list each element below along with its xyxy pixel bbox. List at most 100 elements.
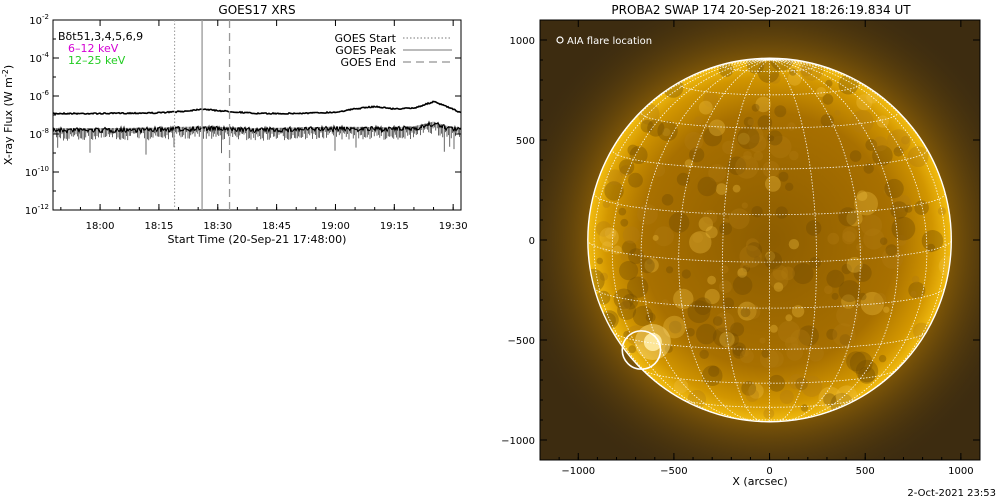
xrs-y-axis-label: X-ray Flux (W m-2) (1, 65, 15, 165)
sun-texture-blob (910, 290, 917, 297)
sun-texture-blob (757, 61, 780, 83)
swap-x-tick-label: −1000 (561, 466, 595, 477)
sun-texture-blob (839, 334, 851, 346)
sun-texture-blob (789, 150, 799, 161)
grid-line (678, 81, 861, 96)
sun-texture-blob (769, 72, 781, 84)
sun-texture-blob (778, 171, 789, 182)
sun-texture-blob (627, 276, 649, 298)
sun-texture-blob (741, 381, 757, 396)
sun-texture-blob (787, 122, 796, 131)
sun-texture-blob (703, 91, 719, 108)
sun-texture-blob (743, 151, 752, 160)
sun-texture-blob (806, 220, 822, 236)
legend-label-end: GOES End (340, 56, 396, 69)
sun-texture-blob (800, 64, 813, 77)
sun-texture-blob (722, 297, 735, 310)
xrs-x-tick-label: 18:15 (145, 221, 174, 232)
sun-texture-blob (628, 172, 643, 188)
sun-texture-blob (826, 269, 845, 288)
sun-texture-blob (737, 301, 757, 321)
sun-texture-blob (637, 203, 658, 225)
sun-texture-blob (627, 144, 639, 156)
sun-texture-blob (769, 324, 778, 333)
xrs-channel-labels: Bδt51,3,4,5,6,9 6–12 keV 12–25 keV (58, 30, 143, 67)
sun-texture-blob (921, 230, 944, 252)
swap-x-tick-label: 1000 (948, 466, 973, 477)
sun-texture-blob (628, 248, 644, 265)
sun-texture-blob (842, 226, 858, 243)
xrs-y-tick-label: 10-6 (29, 89, 49, 103)
sun-texture-blob (622, 226, 640, 244)
sun-texture-blob (689, 231, 712, 254)
sun-texture-blob (860, 214, 883, 237)
sun-texture-blob (653, 226, 674, 247)
sun-texture-blob (831, 292, 839, 300)
sun-texture-blob (785, 182, 794, 191)
sun-texture-blob (722, 140, 736, 155)
grid-line (587, 239, 952, 263)
sun-texture-blob (686, 327, 695, 337)
sun-texture-blob (741, 202, 748, 209)
sun-texture-blob (838, 207, 858, 227)
sun-texture-blob (618, 159, 635, 175)
sun-texture-blob (872, 145, 893, 166)
sun-texture-blob (855, 359, 879, 383)
sun-texture-blob (737, 268, 748, 278)
swap-x-tick-labels: −1000 −500 0 500 1000 (561, 466, 973, 477)
sun-texture-blob (740, 307, 751, 318)
sun-texture-blob (652, 164, 666, 177)
sun-active-regions (587, 58, 952, 419)
sun-texture-blob (800, 375, 823, 397)
xrs-chart: GOES17 XRS 10-2 10-4 10-6 10-8 10-10 10-12 18… (1, 3, 468, 246)
sun-texture-blob (701, 365, 723, 387)
sun-texture-blob (743, 116, 754, 127)
grid-line (593, 287, 946, 309)
sun-texture-blob (715, 183, 728, 195)
sun-texture-blob (661, 299, 669, 307)
sun-texture-blob (702, 209, 718, 225)
aia-flare-location-marker (621, 330, 662, 370)
sun-texture-blob (820, 114, 834, 128)
sun-texture-blob (619, 299, 631, 311)
sun-texture-blob (622, 293, 639, 310)
sun-texture-blob (644, 258, 659, 273)
sun-texture-blob (790, 329, 811, 350)
sun-texture-blob (599, 272, 609, 281)
sun-texture-blob (687, 300, 711, 324)
grid-line (769, 59, 928, 418)
sun-texture-blob (865, 139, 878, 151)
sun-texture-blob (681, 269, 691, 279)
xrs-y-tick-label: 10-4 (29, 51, 49, 65)
sun-texture-blob (739, 245, 762, 268)
sun-texture-blob (792, 262, 814, 285)
sun-texture-blob (842, 231, 856, 245)
sun-texture-blob (827, 232, 840, 245)
sun-texture-blob (696, 323, 717, 345)
xrs-x-tick-label: 19:15 (380, 221, 409, 232)
sun-texture-blob (863, 163, 874, 174)
sun-texture-blob (602, 200, 611, 208)
grid-line (611, 148, 928, 170)
sun-texture-blob (769, 269, 789, 289)
sun-texture-blob (747, 127, 764, 144)
sun-texture-blob (860, 291, 884, 316)
sun-texture-blob (781, 266, 795, 281)
sun-texture-blob (841, 263, 852, 275)
sun-texture-blob (737, 267, 747, 276)
sun-texture-blob (732, 184, 741, 193)
xrs-x-tick-label: 18:00 (86, 221, 115, 232)
xrs-legend: GOES Start GOES Peak GOES End (335, 32, 452, 69)
swap-y-tick-labels: 1000 500 0 −500 −1000 (501, 36, 535, 447)
sun-texture-blob (737, 126, 760, 150)
sun-texture-blob (818, 386, 842, 410)
sun-texture-blob (769, 135, 792, 159)
sun-texture-blob (632, 305, 654, 327)
sun-texture-blob (604, 181, 624, 201)
sun-texture-blob (823, 393, 836, 406)
xrs-x-axis-label: Start Time (20-Sep-21 17:48:00) (168, 233, 347, 246)
sun-disk (587, 58, 952, 422)
sun-texture-blob (596, 290, 611, 305)
xrs-noise-spikes (54, 121, 461, 155)
sun-texture-blob (850, 110, 874, 134)
